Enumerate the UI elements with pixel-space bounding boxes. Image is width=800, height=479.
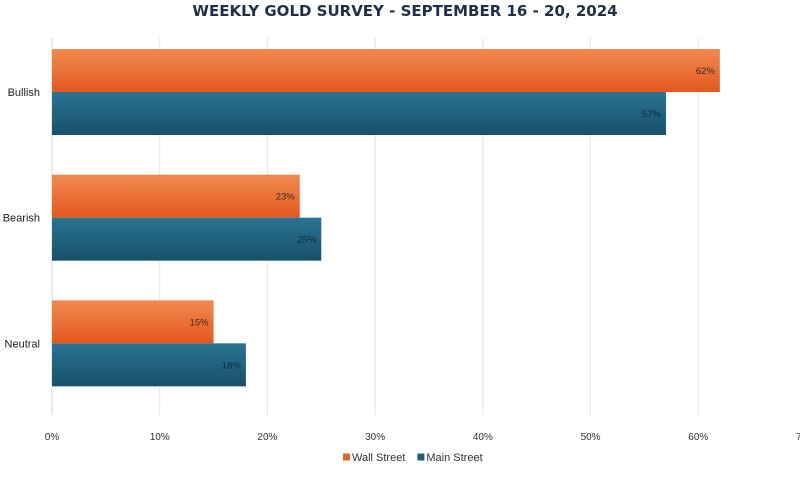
category-label-neutral: Neutral (5, 338, 40, 350)
legend-swatch-main-street (417, 453, 425, 461)
bar-main-street-bearish (52, 217, 322, 261)
data-label-wall-street-neutral: 15% (190, 317, 210, 328)
category-label-bullish: Bullish (8, 87, 40, 99)
bar-wall-street-bullish (52, 49, 720, 92)
bars: 62% 57% 23% 25% 15% 18% (52, 49, 720, 387)
x-tick-label: 0% (45, 432, 60, 443)
category-label-bearish: Bearish (3, 213, 40, 225)
x-tick-label: 20% (257, 432, 277, 443)
value-axis: 0% 10% 20% 30% 40% 50% 60% 70% (45, 432, 800, 443)
legend: Wall Street Main Street (343, 452, 483, 464)
legend-label-wall-street: Wall Street (352, 452, 405, 464)
data-label-wall-street-bearish: 23% (276, 192, 296, 203)
category-axis: Bullish Bearish Neutral (3, 87, 40, 350)
x-tick-label: 60% (688, 432, 708, 443)
x-tick-label: 10% (150, 432, 170, 443)
bar-main-street-bullish (52, 92, 666, 135)
data-label-main-street-bearish: 25% (297, 235, 317, 246)
data-label-main-street-neutral: 18% (222, 360, 242, 371)
data-label-main-street-bullish: 57% (642, 109, 662, 120)
legend-swatch-wall-street (343, 453, 350, 461)
bar-wall-street-bearish (52, 174, 300, 218)
x-tick-label: 70% (796, 432, 800, 443)
bar-wall-street-neutral (52, 300, 214, 344)
data-label-wall-street-bullish: 62% (696, 66, 716, 77)
legend-label-main-street: Main Street (426, 452, 482, 464)
chart-title: WEEKLY GOLD SURVEY - SEPTEMBER 16 - 20, … (192, 2, 617, 20)
x-tick-label: 30% (365, 432, 385, 443)
x-tick-label: 40% (473, 432, 493, 443)
bar-main-street-neutral (52, 343, 246, 387)
x-tick-label: 50% (581, 432, 601, 443)
